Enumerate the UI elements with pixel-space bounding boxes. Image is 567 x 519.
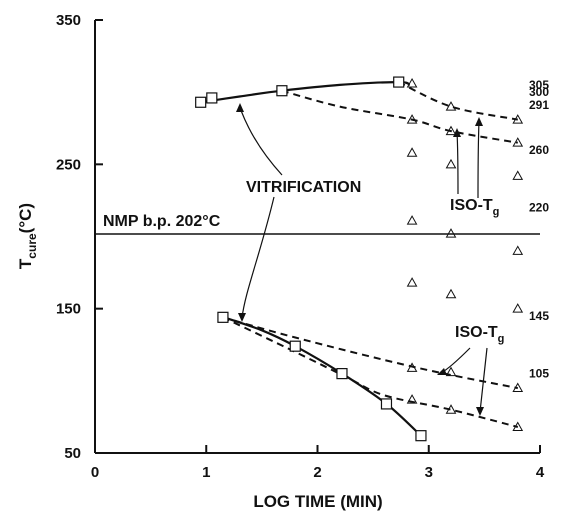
triangle-point-7 bbox=[445, 158, 457, 169]
temperature-label-4: 220 bbox=[529, 201, 549, 215]
triangle-point-11 bbox=[512, 245, 524, 255]
triangle-point-3 bbox=[406, 114, 418, 124]
triangle-point-9 bbox=[406, 215, 418, 225]
y-axis-title-sub: cure bbox=[25, 233, 39, 259]
x-tick-label-2: 2 bbox=[313, 464, 321, 481]
temperature-label-5: 145 bbox=[529, 309, 549, 323]
svg-text:ISO-Tg: ISO-Tg bbox=[450, 197, 499, 218]
triangle-point-4 bbox=[445, 125, 457, 136]
y-tick-label-0: 50 bbox=[64, 445, 81, 462]
triangle-point-17 bbox=[512, 382, 524, 393]
y-axis-title-unit: (°C) bbox=[16, 203, 35, 233]
iso-tg-lower-text: ISO-T bbox=[455, 324, 498, 341]
y-axis-title: Tcure(°C) bbox=[16, 203, 39, 269]
y-tick-label-2: 250 bbox=[56, 156, 81, 173]
triangle-point-20 bbox=[512, 421, 524, 432]
x-tick-label-0: 0 bbox=[91, 464, 99, 481]
y-tick-label-3: 350 bbox=[56, 12, 81, 29]
triangle-point-5 bbox=[512, 137, 524, 147]
iso-tg-curve-1 bbox=[281, 89, 518, 144]
triangle-point-10 bbox=[445, 228, 457, 238]
temperature-label-3: 260 bbox=[529, 143, 549, 157]
x-tick-label-4: 4 bbox=[536, 464, 545, 481]
markers bbox=[195, 76, 524, 442]
vitrification-curve-0 bbox=[200, 80, 411, 104]
triangle-point-16 bbox=[445, 366, 457, 377]
y-tick-label-1: 150 bbox=[56, 301, 81, 318]
iso-tg-upper-sub: g bbox=[493, 206, 500, 218]
vitrification-point-7 bbox=[380, 398, 393, 410]
vitrification-point-6 bbox=[336, 368, 348, 380]
annotation-arrows bbox=[236, 103, 488, 416]
vitrification-point-5 bbox=[289, 340, 301, 352]
triangle-point-14 bbox=[512, 303, 524, 313]
iso-tg-curve-0 bbox=[398, 81, 518, 121]
reference-line-label: NMP b.p. 202°C bbox=[103, 213, 221, 230]
triangle-point-6 bbox=[406, 147, 418, 157]
triangle-point-15 bbox=[406, 362, 418, 372]
vitrification-point-4 bbox=[217, 311, 229, 323]
vitrification-point-3 bbox=[393, 76, 405, 88]
triangle-point-19 bbox=[445, 404, 457, 414]
iso-tg-lower-label: ISO-Tg bbox=[455, 324, 504, 345]
triangle-point-8 bbox=[512, 170, 524, 180]
triangle-point-18 bbox=[406, 394, 418, 404]
vitrification-point-1 bbox=[206, 92, 218, 104]
iso-tg-curve-3 bbox=[222, 316, 519, 428]
iso-tg-curve-2 bbox=[222, 316, 518, 390]
triangle-point-12 bbox=[406, 277, 418, 287]
vitrification-curve-1 bbox=[219, 314, 422, 437]
curves bbox=[200, 80, 519, 437]
x-axis-title: LOG TIME (MIN) bbox=[253, 492, 382, 511]
vitrification-point-2 bbox=[276, 85, 288, 97]
temperature-label-6: 105 bbox=[529, 367, 549, 381]
x-tick-label-1: 1 bbox=[202, 464, 210, 481]
iso-tg-lower-sub: g bbox=[498, 333, 505, 345]
temperature-label-1: 300 bbox=[529, 85, 549, 99]
triangle-point-13 bbox=[445, 288, 457, 299]
temperature-label-2: 291 bbox=[529, 98, 549, 112]
temperature-label-0: 305 bbox=[529, 78, 549, 92]
vitrification-label: VITRIFICATION bbox=[246, 179, 361, 196]
x-tick-label-3: 3 bbox=[425, 464, 433, 481]
vitrification-point-8 bbox=[415, 430, 427, 442]
svg-text:Tcure(°C): Tcure(°C) bbox=[16, 203, 39, 269]
triangle-point-1 bbox=[445, 101, 457, 111]
iso-tg-upper-text: ISO-T bbox=[450, 197, 493, 214]
triangle-point-2 bbox=[512, 114, 524, 124]
vitrification-point-0 bbox=[195, 96, 207, 108]
ticks: 0 1 2 3 4 50 150 250 350 bbox=[56, 12, 545, 481]
svg-text:ISO-Tg: ISO-Tg bbox=[455, 324, 504, 345]
triangle-point-0 bbox=[406, 77, 418, 88]
iso-tg-upper-label: ISO-Tg bbox=[450, 197, 499, 218]
y-axis-title-main: T bbox=[16, 258, 35, 269]
